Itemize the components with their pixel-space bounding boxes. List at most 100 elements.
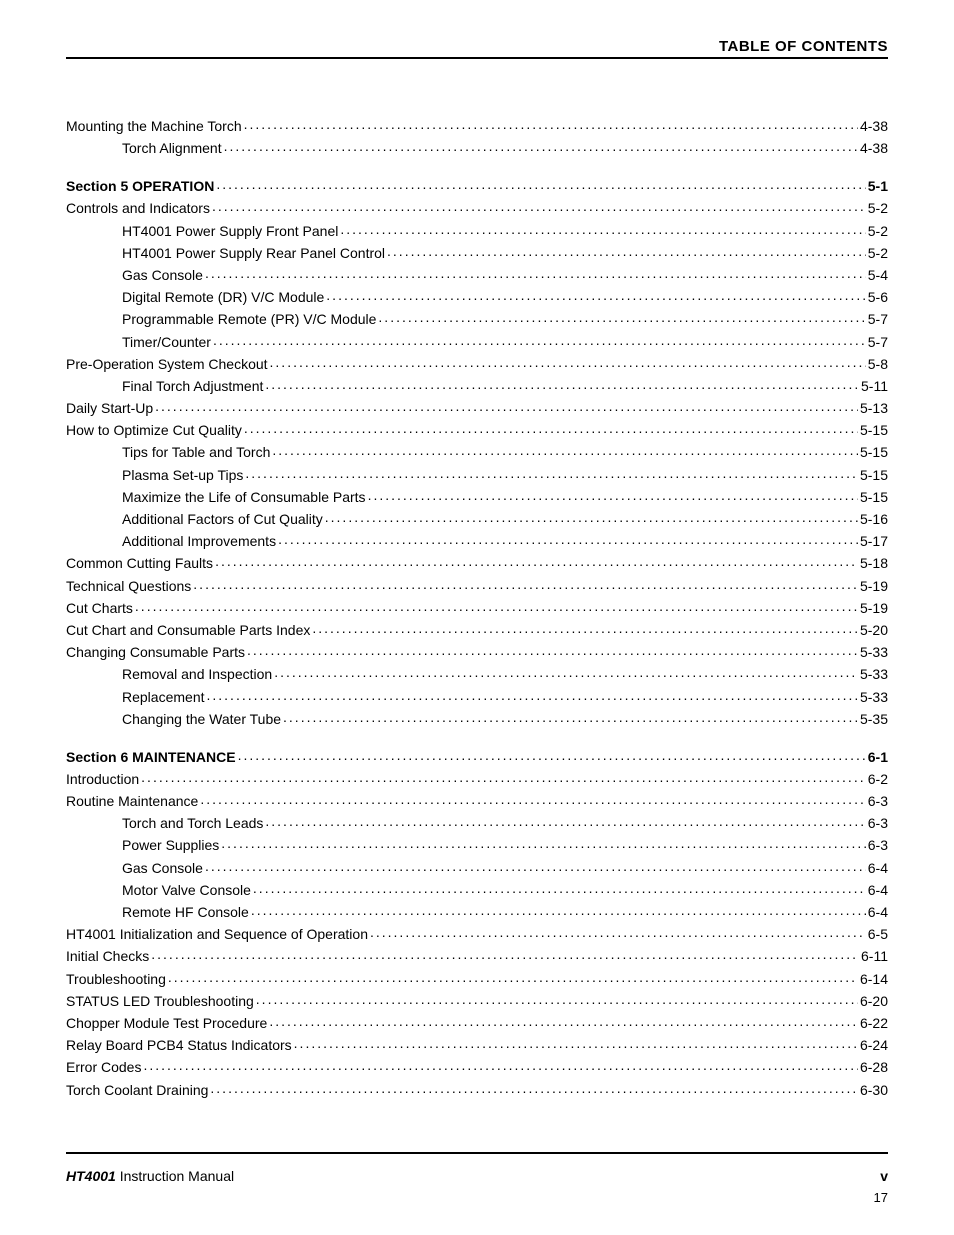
toc-label: Additional Improvements xyxy=(66,534,276,548)
toc-label: Troubleshooting xyxy=(66,972,166,986)
toc-row: HT4001 Initialization and Sequence of Op… xyxy=(66,925,888,941)
toc-page-number: 5-7 xyxy=(868,335,888,349)
toc-leader-dots xyxy=(326,288,865,302)
toc-row: HT4001 Power Supply Front Panel5-2 xyxy=(66,222,888,238)
toc-leader-dots xyxy=(312,621,858,635)
toc-label: How to Optimize Cut Quality xyxy=(66,423,242,437)
toc-row: Cut Charts5-19 xyxy=(66,599,888,615)
toc-page-number: 5-33 xyxy=(860,667,888,681)
toc-row: How to Optimize Cut Quality5-15 xyxy=(66,421,888,437)
toc-row: Plasma Set-up Tips 5-15 xyxy=(66,466,888,482)
toc-label: Error Codes xyxy=(66,1060,141,1074)
toc-page-number: 5-15 xyxy=(860,468,888,482)
toc-section-row: Section 6 MAINTENANCE6-1 xyxy=(66,748,888,764)
toc-row: Initial Checks 6-11 xyxy=(66,947,888,963)
toc-label: Maximize the Life of Consumable Parts xyxy=(66,490,366,504)
header-rule xyxy=(66,57,888,59)
toc-page-number: 4-38 xyxy=(860,141,888,155)
toc-label: Gas Console xyxy=(66,268,203,282)
toc-label: Digital Remote (DR) V/C Module xyxy=(66,290,324,304)
toc-row: Replacement5-33 xyxy=(66,688,888,704)
toc-page-number: 5-18 xyxy=(860,556,888,570)
toc-page-number: 5-33 xyxy=(860,645,888,659)
toc-leader-dots xyxy=(325,510,858,524)
toc-row: Tips for Table and Torch5-15 xyxy=(66,443,888,459)
toc-label: Introduction xyxy=(66,772,139,786)
toc-leader-dots xyxy=(213,333,866,347)
toc-leader-dots xyxy=(168,970,858,984)
toc-label: HT4001 Power Supply Rear Panel Control xyxy=(66,246,385,260)
toc-page-number: 5-4 xyxy=(868,268,888,282)
toc-row: Changing the Water Tube 5-35 xyxy=(66,710,888,726)
toc-page-number: 5-16 xyxy=(860,512,888,526)
toc-leader-dots xyxy=(370,925,866,939)
header-title: TABLE OF CONTENTS xyxy=(66,38,888,55)
toc-label: Motor Valve Console xyxy=(66,883,251,897)
toc-label: Timer/Counter xyxy=(66,335,211,349)
toc-row: Routine Maintenance 6-3 xyxy=(66,792,888,808)
roman-page-number: v xyxy=(880,1168,888,1184)
toc-page-number: 6-14 xyxy=(860,972,888,986)
toc-row: Introduction6-2 xyxy=(66,770,888,786)
toc-label: Removal and Inspection xyxy=(66,667,272,681)
toc-leader-dots xyxy=(210,1081,858,1095)
toc-leader-dots xyxy=(265,814,865,828)
toc-leader-dots xyxy=(387,244,866,258)
toc-label: Final Torch Adjustment xyxy=(66,379,263,393)
toc-label: Chopper Module Test Procedure xyxy=(66,1016,267,1030)
toc-label: Cut Charts xyxy=(66,601,133,615)
toc-row: Changing Consumable Parts 5-33 xyxy=(66,643,888,659)
toc-label: Changing Consumable Parts xyxy=(66,645,245,659)
toc-leader-dots xyxy=(155,399,858,413)
toc-leader-dots xyxy=(253,881,866,895)
toc-leader-dots xyxy=(193,577,858,591)
toc-leader-dots xyxy=(200,792,865,806)
toc-row: STATUS LED Troubleshooting6-20 xyxy=(66,992,888,1008)
toc-leader-dots xyxy=(216,177,865,191)
toc-page-number: 5-2 xyxy=(868,201,888,215)
toc-row: Controls and Indicators5-2 xyxy=(66,199,888,215)
toc-row: Mounting the Machine Torch4-38 xyxy=(66,117,888,133)
footer-rule xyxy=(66,1152,888,1154)
toc-page-number: 5-13 xyxy=(860,401,888,415)
toc-page-number: 6-3 xyxy=(868,838,888,852)
page: TABLE OF CONTENTS Mounting the Machine T… xyxy=(0,0,954,1235)
toc-leader-dots xyxy=(272,443,858,457)
toc-leader-dots xyxy=(244,117,858,131)
toc-row: HT4001 Power Supply Rear Panel Control 5-… xyxy=(66,244,888,260)
toc-leader-dots xyxy=(368,488,858,502)
toc-label: Additional Factors of Cut Quality xyxy=(66,512,323,526)
toc-row: Programmable Remote (PR) V/C Module5-7 xyxy=(66,310,888,326)
toc-row: Timer/Counter 5-7 xyxy=(66,333,888,349)
toc-page-number: 6-28 xyxy=(860,1060,888,1074)
toc-label: Common Cutting Faults xyxy=(66,556,213,570)
toc-leader-dots xyxy=(244,421,858,435)
toc-page-number: 5-6 xyxy=(868,290,888,304)
toc-label: Initial Checks xyxy=(66,949,149,963)
toc-leader-dots xyxy=(141,770,866,784)
toc-page-number: 6-4 xyxy=(868,883,888,897)
toc-page-number: 6-3 xyxy=(868,794,888,808)
toc-page-number: 6-11 xyxy=(861,949,888,963)
toc-leader-dots xyxy=(207,688,858,702)
toc-page-number: 5-19 xyxy=(860,579,888,593)
toc-leader-dots xyxy=(378,310,865,324)
toc-label: Routine Maintenance xyxy=(66,794,198,808)
toc-page-number: 6-22 xyxy=(860,1016,888,1030)
toc-label: Relay Board PCB4 Status Indicators xyxy=(66,1038,292,1052)
toc-label: Gas Console xyxy=(66,861,203,875)
toc-row: Maximize the Life of Consumable Parts5-1… xyxy=(66,488,888,504)
toc-page-number: 4-38 xyxy=(860,119,888,133)
toc-label: Pre-Operation System Checkout xyxy=(66,357,268,371)
toc-label: Plasma Set-up Tips xyxy=(66,468,243,482)
toc-page-number: 5-35 xyxy=(860,712,888,726)
toc-section-row: Section 5 OPERATION5-1 xyxy=(66,177,888,193)
toc-page-number: 5-20 xyxy=(860,623,888,637)
toc-label: Section 6 MAINTENANCE xyxy=(66,750,236,764)
toc-label: Changing the Water Tube xyxy=(66,712,281,726)
toc-page-number: 6-30 xyxy=(860,1083,888,1097)
toc-leader-dots xyxy=(151,947,859,961)
toc-page-number: 6-24 xyxy=(860,1038,888,1052)
toc-row: Torch Coolant Draining6-30 xyxy=(66,1081,888,1097)
toc-page-number: 5-2 xyxy=(868,246,888,260)
